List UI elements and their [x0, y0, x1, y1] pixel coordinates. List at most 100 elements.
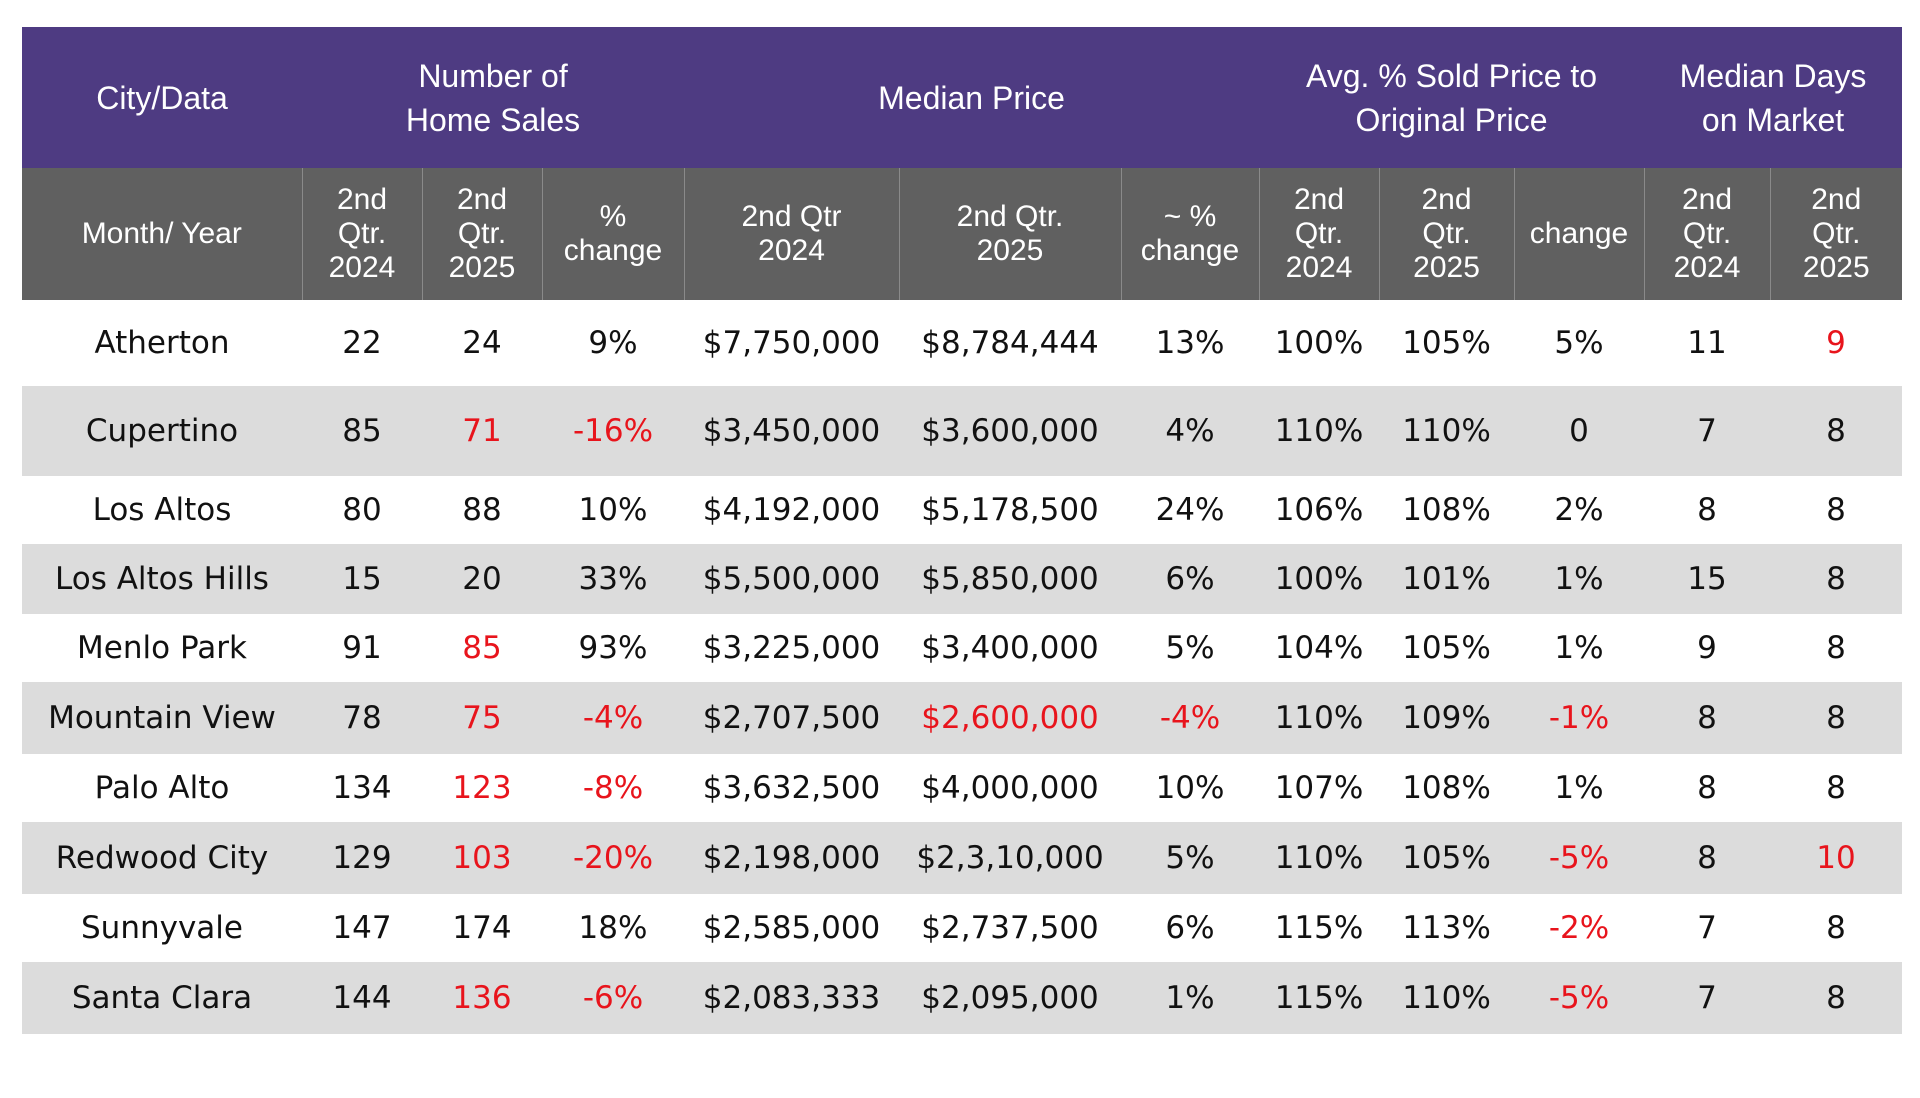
table-row: Mountain View 78 75 -4% $2,707,500 $2,600,000…: [22, 682, 1903, 754]
cell-days-2025: 8: [1770, 544, 1903, 614]
sub-header-ratio-change: change: [1513, 168, 1645, 300]
header-group-median-price: Median Price: [684, 27, 1260, 168]
cell-days-2025: 8: [1770, 682, 1903, 754]
cell-sales-2025: 123: [422, 754, 542, 822]
header-group-days-on-market: Median Days on Market: [1644, 27, 1903, 168]
cell-price-2024: $2,198,000: [684, 822, 900, 894]
cell-price-2024: $3,225,000: [684, 614, 900, 682]
cell-days-2024: 8: [1644, 754, 1771, 822]
cell-price-2024: $2,585,000: [684, 894, 900, 962]
cell-city: Los Altos Hills: [22, 544, 302, 614]
cell-ratio-2025: 105%: [1379, 822, 1515, 894]
cell-ratio-change: 5%: [1514, 300, 1645, 386]
cell-sales-2024: 144: [302, 962, 422, 1034]
cell-ratio-2025: 110%: [1379, 962, 1515, 1034]
home-sales-table-container: City/Data Number of Home Sales Median Pr…: [22, 27, 1903, 1034]
cell-price-2025: $2,3,10,000: [899, 822, 1122, 894]
header-group-sold-to-original: Avg. % Sold Price to Original Price: [1259, 27, 1645, 168]
cell-sales-2025: 136: [422, 962, 542, 1034]
cell-price-change: 10%: [1121, 754, 1260, 822]
table-row: Redwood City 129 103 -20% $2,198,000 $2,3,10,…: [22, 822, 1903, 894]
cell-price-change: 6%: [1121, 894, 1260, 962]
cell-price-2025: $3,400,000: [899, 614, 1122, 682]
cell-sales-2024: 147: [302, 894, 422, 962]
sub-header-price-2025: 2nd Qtr. 2025: [898, 168, 1122, 300]
cell-sales-2025: 24: [422, 300, 542, 386]
cell-price-2024: $2,707,500: [684, 682, 900, 754]
cell-price-change: 5%: [1121, 822, 1260, 894]
cell-days-2024: 11: [1644, 300, 1771, 386]
cell-ratio-change: 2%: [1514, 476, 1645, 544]
cell-price-2025: $3,600,000: [899, 386, 1122, 476]
cell-ratio-change: 1%: [1514, 614, 1645, 682]
cell-days-2024: 8: [1644, 682, 1771, 754]
table-row: Palo Alto 134 123 -8% $3,632,500 $4,000,000 10…: [22, 754, 1903, 822]
cell-city: Cupertino: [22, 386, 302, 476]
cell-sales-change: -16%: [542, 386, 685, 476]
cell-ratio-change: -5%: [1514, 962, 1645, 1034]
cell-ratio-2024: 100%: [1259, 544, 1380, 614]
sub-header-price-2024: 2nd Qtr 2024: [683, 168, 900, 300]
cell-city: Menlo Park: [22, 614, 302, 682]
cell-sales-change: 93%: [542, 614, 685, 682]
cell-sales-change: -6%: [542, 962, 685, 1034]
cell-ratio-2024: 110%: [1259, 822, 1380, 894]
cell-days-2024: 7: [1644, 386, 1771, 476]
cell-ratio-change: 1%: [1514, 544, 1645, 614]
table-row: Sunnyvale 147 174 18% $2,585,000 $2,737,500 6%…: [22, 894, 1903, 962]
cell-sales-change: -4%: [542, 682, 685, 754]
cell-sales-2024: 85: [302, 386, 422, 476]
cell-price-change: 24%: [1121, 476, 1260, 544]
cell-sales-2024: 134: [302, 754, 422, 822]
cell-ratio-2024: 115%: [1259, 894, 1380, 962]
table-row: Los Altos 80 88 10% $4,192,000 $5,178,500 24% 1…: [22, 476, 1903, 544]
sub-header-row: Month/ Year 2nd Qtr. 2024 2nd Qtr. 2025 …: [22, 168, 1903, 300]
header-group-row: City/Data Number of Home Sales Median Pr…: [22, 27, 1903, 168]
cell-ratio-2024: 100%: [1259, 300, 1380, 386]
cell-ratio-2024: 115%: [1259, 962, 1380, 1034]
cell-city: Sunnyvale: [22, 894, 302, 962]
cell-sales-2025: 103: [422, 822, 542, 894]
cell-sales-change: -8%: [542, 754, 685, 822]
cell-city: Los Altos: [22, 476, 302, 544]
cell-days-2025: 8: [1770, 894, 1903, 962]
sub-header-price-change: ~ % change: [1120, 168, 1260, 300]
sub-header-month-year: Month/ Year: [22, 168, 302, 300]
cell-price-2025: $4,000,000: [899, 754, 1122, 822]
cell-price-change: 5%: [1121, 614, 1260, 682]
cell-sales-2024: 78: [302, 682, 422, 754]
cell-days-2024: 9: [1644, 614, 1771, 682]
sub-header-sales-2025: 2nd Qtr. 2025: [421, 168, 542, 300]
cell-price-change: -4%: [1121, 682, 1260, 754]
cell-city: Redwood City: [22, 822, 302, 894]
cell-ratio-2025: 101%: [1379, 544, 1515, 614]
sub-header-sales-2024: 2nd Qtr. 2024: [301, 168, 422, 300]
cell-price-change: 4%: [1121, 386, 1260, 476]
cell-sales-change: 9%: [542, 300, 685, 386]
cell-ratio-2025: 108%: [1379, 754, 1515, 822]
cell-price-2024: $3,632,500: [684, 754, 900, 822]
cell-ratio-2025: 113%: [1379, 894, 1515, 962]
cell-ratio-change: -5%: [1514, 822, 1645, 894]
table-row: Los Altos Hills 15 20 33% $5,500,000 $5,850,0…: [22, 544, 1903, 614]
home-sales-table: City/Data Number of Home Sales Median Pr…: [22, 27, 1903, 1034]
header-group-home-sales: Number of Home Sales: [302, 27, 685, 168]
cell-days-2025: 10: [1770, 822, 1903, 894]
cell-price-2025: $2,600,000: [899, 682, 1122, 754]
cell-city: Mountain View: [22, 682, 302, 754]
cell-ratio-2025: 108%: [1379, 476, 1515, 544]
cell-price-2025: $5,850,000: [899, 544, 1122, 614]
sub-header-days-2024: 2nd Qtr. 2024: [1643, 168, 1771, 300]
cell-sales-change: 10%: [542, 476, 685, 544]
table-row: Menlo Park 91 85 93% $3,225,000 $3,400,000 5% 1…: [22, 614, 1903, 682]
cell-ratio-2025: 105%: [1379, 300, 1515, 386]
cell-days-2025: 8: [1770, 754, 1903, 822]
cell-price-2025: $8,784,444: [899, 300, 1122, 386]
cell-city: Palo Alto: [22, 754, 302, 822]
cell-ratio-2025: 105%: [1379, 614, 1515, 682]
cell-ratio-change: 0: [1514, 386, 1645, 476]
sub-header-days-2025: 2nd Qtr. 2025: [1769, 168, 1903, 300]
cell-sales-2024: 22: [302, 300, 422, 386]
cell-days-2025: 8: [1770, 614, 1903, 682]
sub-header-ratio-2025: 2nd Qtr. 2025: [1378, 168, 1515, 300]
